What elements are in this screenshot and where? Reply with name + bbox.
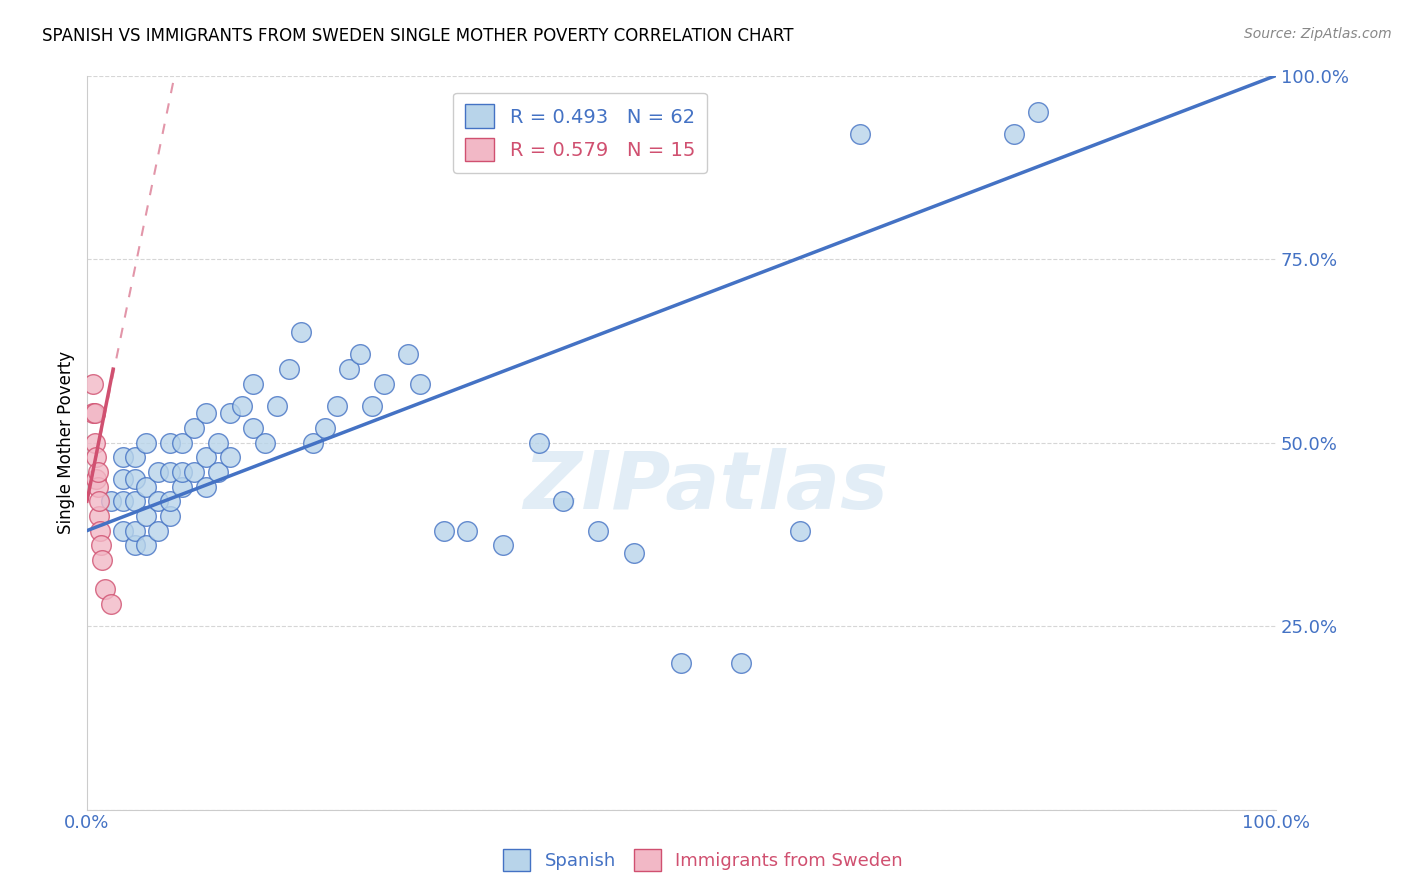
Point: [409, 376, 432, 391]
Point: [349, 347, 371, 361]
Point: [124, 472, 146, 486]
Point: [361, 399, 384, 413]
Point: [135, 479, 157, 493]
Point: [90, 538, 112, 552]
Point: [148, 465, 170, 479]
Text: ZIPatlas: ZIPatlas: [523, 448, 887, 525]
Legend: R = 0.493   N = 62, R = 0.579   N = 15: R = 0.493 N = 62, R = 0.579 N = 15: [453, 93, 707, 173]
Point: [492, 538, 515, 552]
Point: [218, 406, 240, 420]
Point: [91, 553, 114, 567]
Point: [86, 472, 108, 486]
Point: [194, 450, 217, 465]
Point: [86, 479, 108, 493]
Point: [302, 435, 325, 450]
Point: [124, 494, 146, 508]
Point: [159, 435, 181, 450]
Point: [789, 524, 811, 538]
Point: [254, 435, 277, 450]
Y-axis label: Single Mother Poverty: Single Mother Poverty: [58, 351, 75, 534]
Point: [86, 465, 108, 479]
Point: [242, 421, 264, 435]
Point: [242, 376, 264, 391]
Text: SPANISH VS IMMIGRANTS FROM SWEDEN SINGLE MOTHER POVERTY CORRELATION CHART: SPANISH VS IMMIGRANTS FROM SWEDEN SINGLE…: [42, 27, 793, 45]
Point: [111, 472, 134, 486]
Point: [148, 524, 170, 538]
Point: [135, 508, 157, 523]
Point: [86, 450, 108, 465]
Point: [111, 494, 134, 508]
Point: [84, 435, 107, 450]
Point: [183, 465, 205, 479]
Point: [89, 524, 111, 538]
Point: [207, 465, 229, 479]
Point: [172, 465, 194, 479]
Point: [730, 656, 752, 670]
Point: [849, 127, 872, 141]
Point: [159, 494, 181, 508]
Point: [124, 450, 146, 465]
Point: [87, 494, 110, 508]
Point: [456, 524, 478, 538]
Point: [124, 524, 146, 538]
Point: [623, 546, 645, 560]
Point: [337, 362, 360, 376]
Point: [135, 435, 157, 450]
Point: [159, 508, 181, 523]
Point: [527, 435, 550, 450]
Point: [124, 538, 146, 552]
Point: [218, 450, 240, 465]
Point: [396, 347, 419, 361]
Point: [586, 524, 609, 538]
Text: Source: ZipAtlas.com: Source: ZipAtlas.com: [1244, 27, 1392, 41]
Point: [290, 326, 312, 340]
Point: [159, 465, 181, 479]
Point: [314, 421, 336, 435]
Point: [373, 376, 395, 391]
Legend: Spanish, Immigrants from Sweden: Spanish, Immigrants from Sweden: [496, 842, 910, 879]
Point: [111, 524, 134, 538]
Point: [100, 597, 122, 611]
Point: [207, 435, 229, 450]
Point: [135, 538, 157, 552]
Point: [194, 479, 217, 493]
Point: [100, 494, 122, 508]
Point: [1026, 105, 1049, 120]
Point: [82, 376, 104, 391]
Point: [278, 362, 301, 376]
Point: [94, 582, 117, 597]
Point: [671, 656, 693, 670]
Point: [266, 399, 288, 413]
Point: [111, 450, 134, 465]
Point: [433, 524, 456, 538]
Point: [1002, 127, 1025, 141]
Point: [325, 399, 347, 413]
Point: [82, 406, 104, 420]
Point: [183, 421, 205, 435]
Point: [148, 494, 170, 508]
Point: [87, 508, 110, 523]
Point: [84, 406, 107, 420]
Point: [231, 399, 253, 413]
Point: [172, 479, 194, 493]
Point: [194, 406, 217, 420]
Point: [172, 435, 194, 450]
Point: [551, 494, 574, 508]
